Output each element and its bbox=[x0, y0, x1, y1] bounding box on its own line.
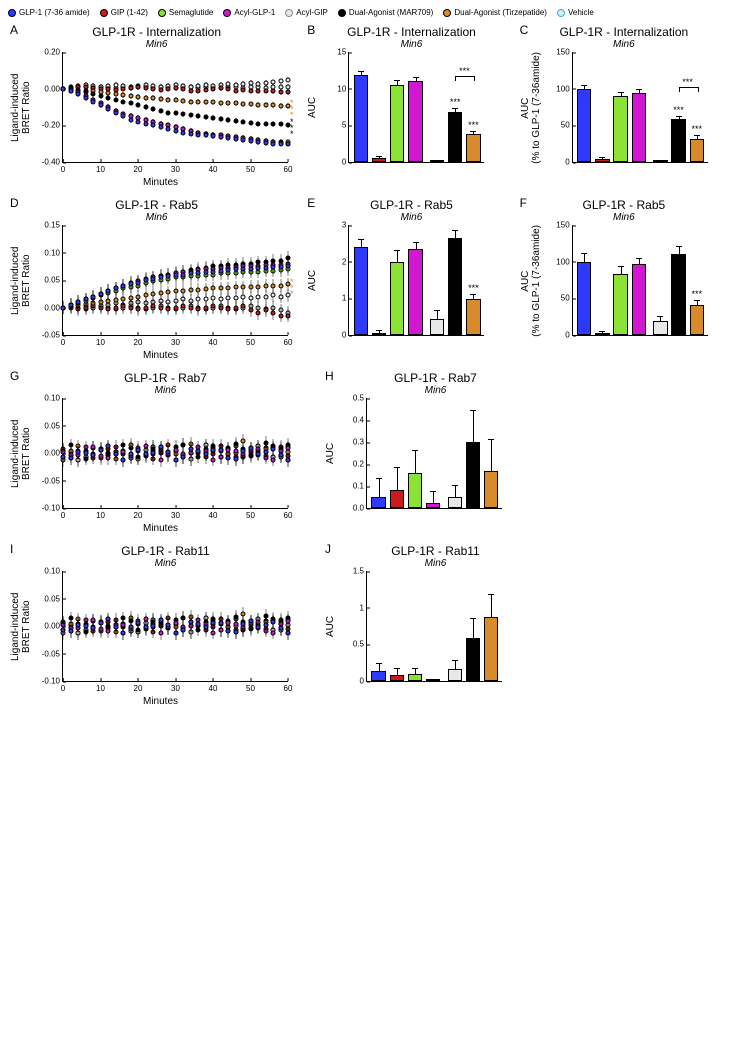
panel-C: CGLP-1R - InternalizationMin6 AUC(% to GL… bbox=[518, 21, 730, 188]
legend-item: Dual-Agonist (Tirzepatide) bbox=[443, 8, 547, 17]
bar-chart: 0123*** bbox=[348, 225, 484, 336]
panel-E: EGLP-1R - Rab5Min6 AUC 0123*** bbox=[305, 194, 517, 361]
x-axis-label: Minutes bbox=[48, 177, 273, 188]
line-chart: -0.10-0.050.000.050.100102030405060 bbox=[62, 571, 288, 682]
bar-chart: 050100150********* bbox=[572, 52, 708, 163]
y-axis-label: AUC(% to GLP-1 (7-36amide) bbox=[518, 225, 544, 337]
panel-title: GLP-1R - Rab5 bbox=[305, 198, 517, 212]
y-axis-label: AUC(% to GLP-1 (7-36amide) bbox=[518, 52, 544, 164]
legend-item: Dual-Agonist (MAR709) bbox=[338, 8, 433, 17]
panel-letter: D bbox=[10, 196, 19, 210]
bar-chart: 0.00.10.20.30.40.5 bbox=[366, 398, 502, 509]
line-chart: -0.050.000.050.100.150102030405060*** bbox=[62, 225, 288, 336]
panel-letter: I bbox=[10, 542, 13, 556]
legend: GLP-1 (7-36 amide) GIP (1-42) Semaglutide A… bbox=[8, 8, 730, 17]
y-axis-label: AUC bbox=[323, 571, 338, 682]
x-axis-label: Minutes bbox=[48, 350, 273, 361]
panel-title: GLP-1R - Rab7 bbox=[8, 371, 323, 385]
y-axis-label: AUC bbox=[305, 225, 320, 336]
line-chart: -0.10-0.050.000.050.100102030405060 bbox=[62, 398, 288, 509]
panel-title: GLP-1R - Internalization bbox=[518, 25, 730, 39]
x-axis-label: Minutes bbox=[48, 696, 273, 707]
legend-item: GIP (1-42) bbox=[100, 8, 148, 17]
panel-B: BGLP-1R - InternalizationMin6AUC051015**… bbox=[305, 21, 517, 188]
y-axis-label: AUC bbox=[305, 52, 320, 163]
panel-subtitle: Min6 bbox=[305, 212, 517, 223]
panel-letter: J bbox=[325, 542, 331, 556]
y-axis-label: AUC bbox=[323, 398, 338, 509]
legend-item: Acyl-GLP-1 bbox=[223, 8, 275, 17]
panel-subtitle: Min6 bbox=[518, 39, 730, 50]
legend-item: Acyl-GIP bbox=[285, 8, 328, 17]
panel-subtitle: Min6 bbox=[518, 212, 730, 223]
panel-letter: G bbox=[10, 369, 19, 383]
panel-letter: A bbox=[10, 23, 18, 37]
bar-chart: 050100150*** bbox=[572, 225, 708, 336]
panel-I: IGLP-1R - Rab11Min6Ligand-inducedBRET Ra… bbox=[8, 540, 323, 707]
panel-H: HGLP-1R - Rab7Min6AUC0.00.10.20.30.40.5 bbox=[323, 367, 548, 534]
panel-title: GLP-1R - Rab11 bbox=[8, 544, 323, 558]
panel-A: AGLP-1R - InternalizationMin6Ligand-indu… bbox=[8, 21, 305, 188]
panel-letter: E bbox=[307, 196, 315, 210]
panel-D: DGLP-1R - Rab5Min6Ligand-inducedBRET Rat… bbox=[8, 194, 305, 361]
panel-title: GLP-1R - Rab5 bbox=[8, 198, 305, 212]
y-axis-label: Ligand-inducedBRET Ratio bbox=[8, 225, 34, 336]
y-axis-label: Ligand-inducedBRET Ratio bbox=[8, 398, 34, 509]
panel-title: GLP-1R - Internalization bbox=[305, 25, 517, 39]
y-axis-label: Ligand-inducedBRET Ratio bbox=[8, 52, 34, 163]
bar-chart: 00.511.5 bbox=[366, 571, 502, 682]
panel-letter: F bbox=[520, 196, 527, 210]
line-chart: -0.40-0.200.000.200102030405060****** bbox=[62, 52, 288, 163]
bar-chart: 051015********* bbox=[348, 52, 484, 163]
panel-title: GLP-1R - Rab7 bbox=[323, 371, 548, 385]
panel-letter: C bbox=[520, 23, 529, 37]
panel-F: FGLP-1R - Rab5Min6 AUC(% to GLP-1 (7-36am… bbox=[518, 194, 730, 361]
panel-letter: B bbox=[307, 23, 315, 37]
legend-item: GLP-1 (7-36 amide) bbox=[8, 8, 90, 17]
legend-item: Semaglutide bbox=[158, 8, 213, 17]
panel-title: GLP-1R - Internalization bbox=[8, 25, 305, 39]
figure-grid: AGLP-1R - InternalizationMin6Ligand-indu… bbox=[8, 21, 730, 707]
panel-letter: H bbox=[325, 369, 334, 383]
panel-title: GLP-1R - Rab11 bbox=[323, 544, 548, 558]
y-axis-label: Ligand-inducedBRET Ratio bbox=[8, 571, 34, 682]
legend-item: Vehicle bbox=[557, 8, 594, 17]
panel-G: GGLP-1R - Rab7Min6Ligand-inducedBRET Rat… bbox=[8, 367, 323, 534]
x-axis-label: Minutes bbox=[48, 523, 273, 534]
panel-J: JGLP-1R - Rab11Min6AUC00.511.5 bbox=[323, 540, 548, 707]
panel-title: GLP-1R - Rab5 bbox=[518, 198, 730, 212]
